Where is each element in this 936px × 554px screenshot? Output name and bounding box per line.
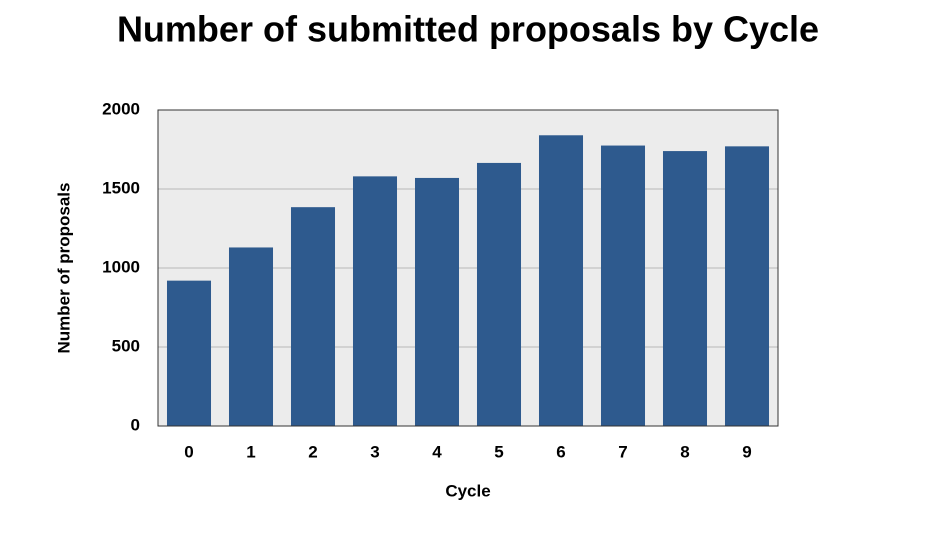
x-axis-label: Cycle (445, 481, 490, 500)
x-tick-label: 2 (308, 442, 317, 461)
x-tick-label: 1 (246, 442, 255, 461)
bar (414, 177, 460, 426)
y-tick-label: 2000 (102, 99, 140, 118)
bars (166, 135, 770, 427)
bar (290, 207, 336, 426)
bar (352, 176, 398, 426)
y-tick-label: 0 (131, 415, 140, 434)
plot-border (157, 109, 779, 427)
x-tick-label: 9 (742, 442, 751, 461)
bar (724, 146, 770, 426)
y-tick-label: 500 (112, 336, 140, 355)
y-tick-label: 1000 (102, 257, 140, 276)
x-tick-label: 8 (680, 442, 689, 461)
x-tick-label: 7 (618, 442, 627, 461)
bar (538, 135, 584, 426)
bar (166, 280, 212, 426)
bar (476, 162, 522, 426)
y-tick-label: 1500 (102, 178, 140, 197)
chart-title: Number of submitted proposals by Cycle (117, 9, 819, 50)
x-tick-label: 6 (556, 442, 565, 461)
bar (662, 151, 708, 426)
x-tick-label: 4 (432, 442, 442, 461)
x-tick-label: 5 (494, 442, 503, 461)
bar (600, 145, 646, 427)
x-tick-label: 3 (370, 442, 379, 461)
x-tick-label: 0 (184, 442, 193, 461)
y-axis-label: Number of proposals (54, 183, 73, 354)
bar (228, 247, 274, 426)
